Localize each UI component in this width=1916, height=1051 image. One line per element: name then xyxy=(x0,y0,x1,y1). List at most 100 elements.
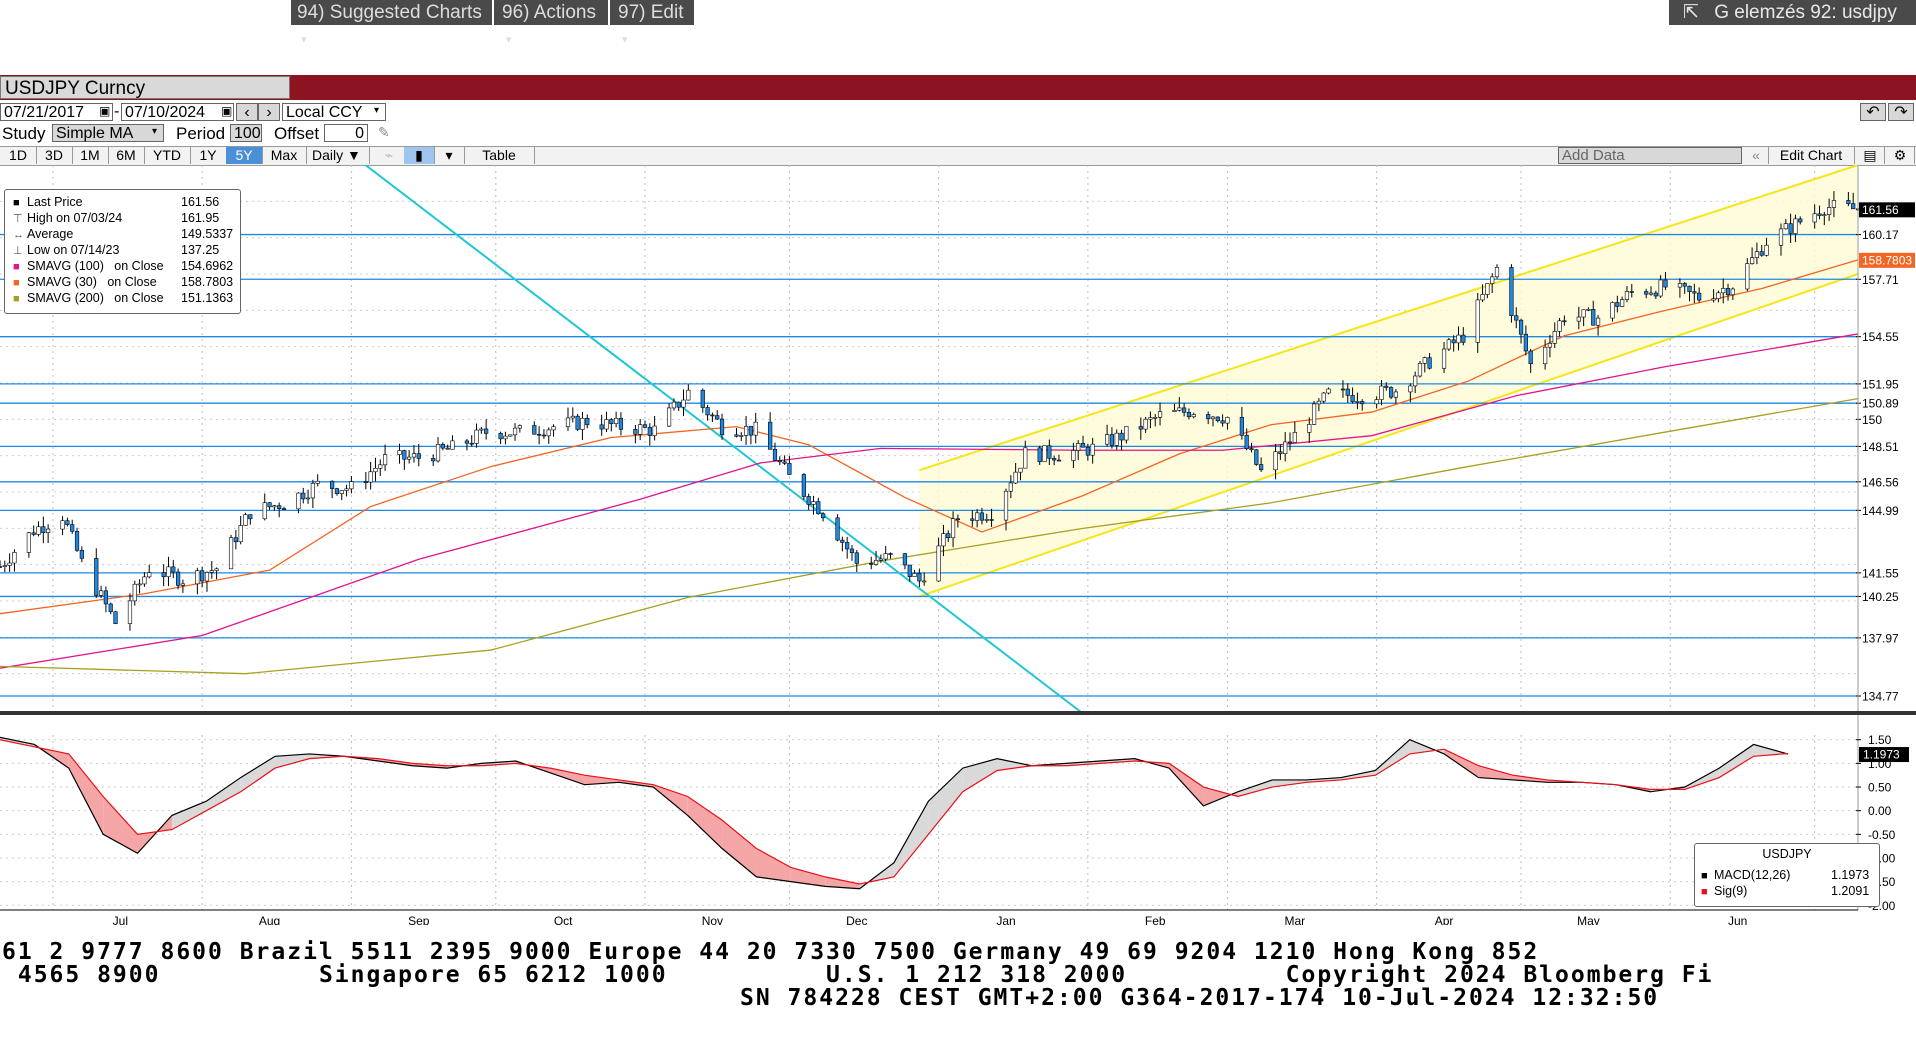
candle-down xyxy=(599,424,604,430)
candle-up xyxy=(1552,331,1557,344)
range-button-max[interactable]: Max xyxy=(262,147,307,164)
footer-line-3: SN 784228 CEST GMT+2:00 G364-2017-174 10… xyxy=(740,985,1660,1011)
actions-menu[interactable]: 96) Actions ▾ xyxy=(494,0,608,46)
candle-down xyxy=(402,450,407,460)
candle-down xyxy=(1340,388,1346,391)
candle-down xyxy=(787,463,792,475)
double-chevron-left-icon[interactable]: « xyxy=(1744,147,1769,164)
candle-up xyxy=(137,583,142,586)
candle-down xyxy=(1080,443,1086,448)
candle-down xyxy=(1528,350,1533,365)
candle-down xyxy=(498,433,503,440)
candle-up xyxy=(1595,317,1601,326)
edit-menu[interactable]: 97) Edit ▾ xyxy=(610,0,694,46)
candle-down xyxy=(1644,291,1649,295)
undo-button[interactable]: ↶ xyxy=(1860,103,1886,121)
currency-value: Local CCY xyxy=(286,104,363,121)
month-label: Apr xyxy=(1435,914,1454,925)
range-button-5y[interactable]: 5Y xyxy=(226,147,263,164)
legend-label: SMAVG (100) on Close xyxy=(27,259,164,273)
price-chart[interactable]: 161.56 160.17 158.7803 157.71 154.55 151.95 15… xyxy=(0,165,1916,925)
calendar-icon[interactable]: ▣ xyxy=(99,104,111,118)
chevron-down-icon: ▾ xyxy=(622,34,628,46)
end-date-input[interactable]: 07/10/2024 xyxy=(121,103,234,121)
candle-down xyxy=(1692,291,1697,294)
candle-up xyxy=(681,399,686,408)
start-date-input[interactable]: 07/21/2017 xyxy=(0,103,113,121)
range-button-3d[interactable]: 3D xyxy=(36,147,73,164)
macd-tag-label: 1.1973 xyxy=(1863,748,1900,762)
macd-panel xyxy=(0,736,1789,890)
caret-down-icon: ▼ xyxy=(347,147,361,163)
candle-up xyxy=(1586,309,1591,311)
redo-button[interactable]: ↷ xyxy=(1888,103,1914,121)
candle-chart-icon[interactable]: ▮ xyxy=(404,147,435,164)
launchpad-title-text: G elemzés 92: usdjpy xyxy=(1714,2,1897,23)
chevron-down-icon[interactable]: ▾ xyxy=(434,147,465,164)
candle-up xyxy=(1013,471,1018,484)
macd-legend-value: 1.1973 xyxy=(1831,868,1870,882)
legend-swatch-icon: ■ xyxy=(1701,886,1708,898)
candle-down xyxy=(1388,387,1394,398)
candle-up xyxy=(7,562,12,566)
footer-line-1: 61 2 9777 8600 Brazil 5511 2395 9000 Eur… xyxy=(2,939,1540,965)
edit-chart-button[interactable]: Edit Chart xyxy=(1768,147,1855,164)
chart-settings-icon[interactable]: ▤ xyxy=(1856,147,1885,164)
table-button[interactable]: Table xyxy=(464,147,535,164)
candle-down xyxy=(1653,292,1658,297)
candle-up xyxy=(1003,490,1009,521)
legend-row: ↔ Average 149.5337 xyxy=(13,227,233,242)
period-input[interactable]: 100 xyxy=(230,124,262,142)
macd-tag-bg xyxy=(1859,747,1909,763)
candle-down xyxy=(334,488,340,494)
line-chart-icon[interactable]: ⌁ xyxy=(374,147,405,164)
range-button-1m[interactable]: 1M xyxy=(72,147,109,164)
range-button-1y[interactable]: 1Y xyxy=(190,147,227,164)
candle-up xyxy=(873,560,879,565)
candle-down xyxy=(1056,459,1062,462)
currency-select[interactable]: Local CCY xyxy=(282,103,386,121)
range-button-ytd[interactable]: YTD xyxy=(144,147,191,164)
gear-icon[interactable]: ⚙ xyxy=(1886,147,1915,164)
frequency-select[interactable]: Daily ▼ xyxy=(306,147,370,164)
launchpad-title[interactable]: ⇱ G elemzés 92: usdjpy xyxy=(1669,0,1916,25)
candle-up xyxy=(941,533,946,547)
edit-chart-label: Edit Chart xyxy=(1779,147,1843,163)
macd-fill-negative xyxy=(550,768,585,785)
candle-up xyxy=(1018,467,1023,473)
range-button-1d[interactable]: 1D xyxy=(0,147,37,164)
edit-label: 97) Edit xyxy=(618,2,684,23)
candle-down xyxy=(1451,339,1456,344)
next-period-button[interactable]: › xyxy=(258,103,280,121)
candle-up xyxy=(1543,346,1548,365)
candle-down xyxy=(1182,407,1187,413)
candle-down xyxy=(970,518,975,521)
footer-line-2: 4565 8900 Singapore 65 6212 1000 U.S. 1 … xyxy=(2,962,1714,988)
ticker-input[interactable]: USDJPY Curncy xyxy=(0,76,290,99)
candle-down xyxy=(1239,417,1244,436)
pencil-icon[interactable]: ✎ xyxy=(378,124,390,140)
candle-up xyxy=(508,434,513,437)
legend-row: ■ SMAVG (100) on Close 154.6962 xyxy=(13,259,233,274)
range-button-6m[interactable]: 6M xyxy=(108,147,145,164)
candle-down xyxy=(633,428,638,435)
offset-input[interactable]: 0 xyxy=(324,124,368,142)
prev-period-button[interactable]: ‹ xyxy=(236,103,258,121)
candle-down xyxy=(1759,251,1764,256)
candle-up xyxy=(1008,482,1013,492)
legend-value: 158.7803 xyxy=(181,275,234,289)
study-select[interactable]: Simple MA xyxy=(52,124,164,142)
candle-down xyxy=(1360,401,1365,405)
suggested-charts-menu[interactable]: 94) Suggested Charts ▾ xyxy=(291,0,492,46)
candle-up xyxy=(1730,288,1735,296)
candle-down xyxy=(277,505,282,509)
candle-down xyxy=(171,566,176,573)
candle-down xyxy=(1215,416,1220,422)
candle-down xyxy=(955,518,960,521)
price-tick-label: 150 xyxy=(1862,413,1882,427)
candle-up xyxy=(1143,418,1148,430)
candle-up xyxy=(551,426,556,431)
calendar-icon[interactable]: ▣ xyxy=(221,104,233,118)
candle-down xyxy=(1037,447,1042,463)
add-data-input[interactable]: Add Data xyxy=(1558,147,1742,164)
